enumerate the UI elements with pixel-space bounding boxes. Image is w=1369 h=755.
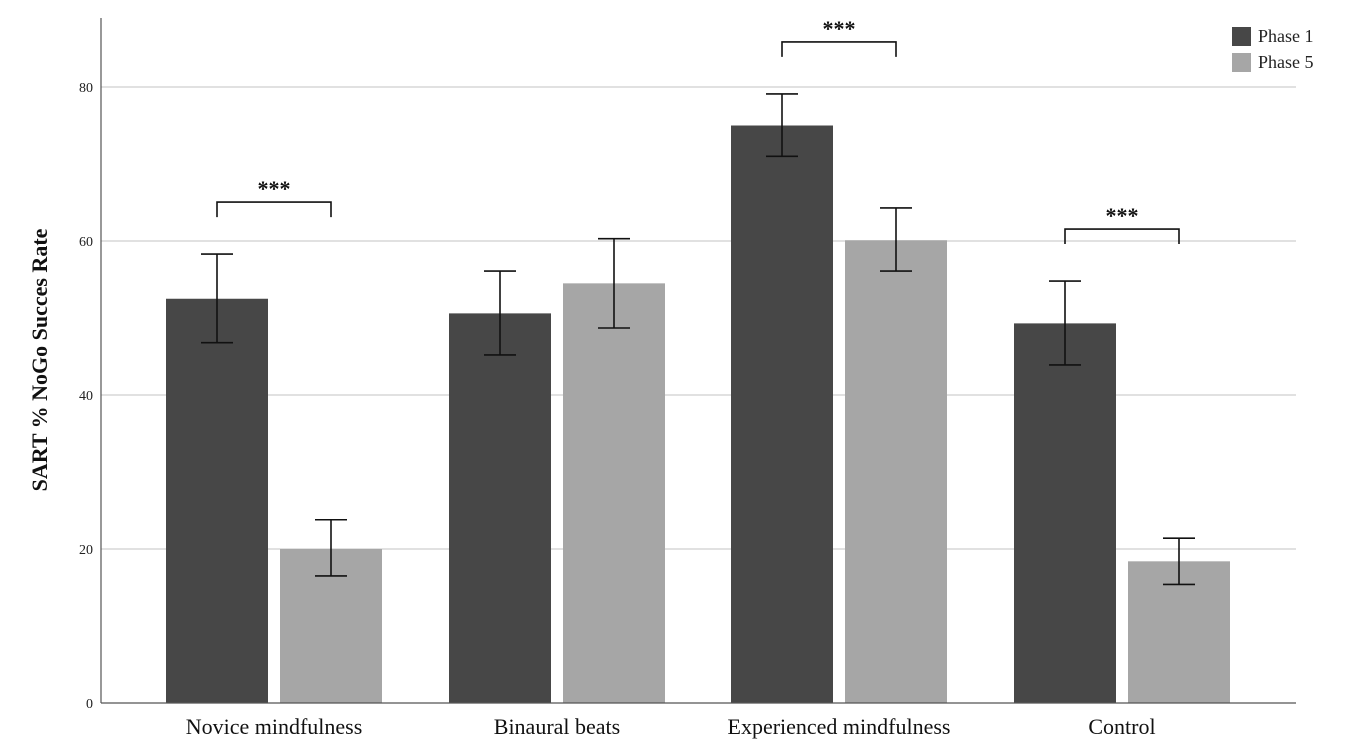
significance-label: *** xyxy=(258,176,291,201)
legend-swatch-phase5 xyxy=(1232,53,1251,72)
x-category-label: Novice mindfulness xyxy=(186,714,363,739)
legend-swatch-phase1 xyxy=(1232,27,1251,46)
y-axis-title: SART % NoGo Succes Rate xyxy=(27,228,52,491)
significance-label: *** xyxy=(1106,203,1139,228)
significance-bracket xyxy=(216,201,332,218)
bar-phase1 xyxy=(166,298,268,703)
significance-bracket xyxy=(781,41,897,57)
y-tick-label: 0 xyxy=(86,697,93,712)
bars-group xyxy=(166,125,1230,704)
bar-phase1 xyxy=(1014,323,1116,703)
x-category-label: Experienced mindfulness xyxy=(728,714,951,739)
gridlines xyxy=(101,86,1296,550)
x-category-label: Binaural beats xyxy=(494,714,620,739)
y-tick-label: 20 xyxy=(79,543,93,558)
legend-label: Phase 1 xyxy=(1258,26,1314,46)
significance-label: *** xyxy=(823,16,856,41)
legend-label: Phase 5 xyxy=(1258,52,1314,72)
legend: Phase 1 Phase 5 xyxy=(1232,26,1314,72)
axes-group: 0 20 40 60 80 Novice mindfulness Binaural beat… xyxy=(79,18,1296,739)
significance-bracket xyxy=(1064,228,1180,245)
error-bars-group xyxy=(201,93,1195,586)
x-category-label: Control xyxy=(1088,714,1155,739)
y-tick-label: 60 xyxy=(79,235,93,250)
y-tick-label: 40 xyxy=(79,389,93,404)
bar-phase1 xyxy=(449,313,551,703)
significance-group: *** *** *** xyxy=(216,16,1180,245)
bar-phase5 xyxy=(563,283,665,703)
bar-phase1 xyxy=(731,125,833,703)
bar-phase5 xyxy=(845,240,947,704)
y-tick-label: 80 xyxy=(79,81,93,96)
